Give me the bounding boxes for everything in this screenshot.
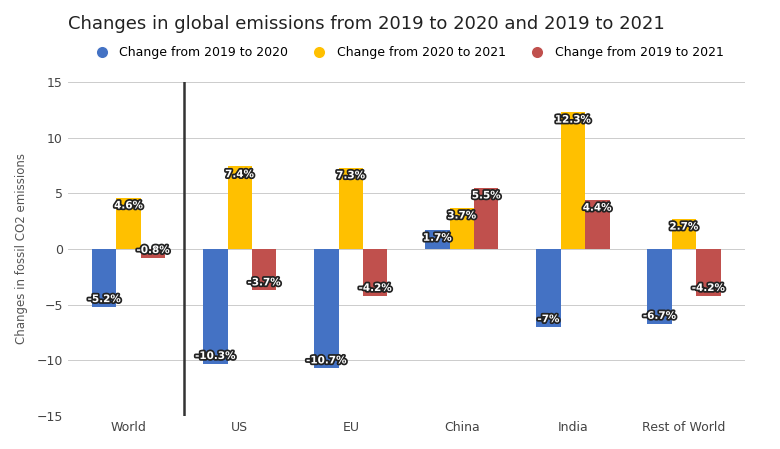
Legend: Change from 2019 to 2020, Change from 2020 to 2021, Change from 2019 to 2021: Change from 2019 to 2020, Change from 20…	[84, 41, 729, 64]
Bar	[474, 188, 498, 249]
Bar	[672, 219, 697, 249]
Text: -7%: -7%	[537, 314, 559, 324]
Bar	[537, 249, 561, 327]
Text: -0.8%: -0.8%	[136, 245, 170, 255]
Y-axis label: Changes in fossil CO2 emissions: Changes in fossil CO2 emissions	[15, 154, 28, 344]
Bar	[647, 249, 672, 324]
Text: Changes in global emissions from 2019 to 2020 and 2019 to 2021: Changes in global emissions from 2019 to…	[68, 15, 665, 33]
Text: 7.3%: 7.3%	[336, 170, 365, 180]
Text: -4.2%: -4.2%	[692, 283, 725, 293]
Bar	[228, 167, 252, 249]
Bar	[363, 249, 388, 296]
Text: 3.7%: 3.7%	[447, 211, 477, 220]
Bar	[203, 249, 228, 364]
Text: -4.2%: -4.2%	[359, 283, 392, 293]
Text: 12.3%: 12.3%	[555, 114, 591, 125]
Bar	[339, 167, 363, 249]
Text: -5.2%: -5.2%	[87, 294, 121, 304]
Bar	[141, 249, 165, 258]
Text: 1.7%: 1.7%	[423, 233, 452, 243]
Bar	[252, 249, 276, 290]
Bar	[425, 230, 449, 249]
Bar	[561, 112, 585, 249]
Text: 4.6%: 4.6%	[114, 200, 144, 211]
Bar	[585, 200, 609, 249]
Text: -10.3%: -10.3%	[195, 351, 236, 361]
Bar	[116, 198, 141, 249]
Bar	[92, 249, 116, 307]
Text: -10.7%: -10.7%	[306, 356, 346, 365]
Text: 4.4%: 4.4%	[583, 202, 612, 213]
Bar	[449, 208, 474, 249]
Bar	[314, 249, 339, 368]
Text: 2.7%: 2.7%	[669, 222, 699, 232]
Text: 5.5%: 5.5%	[472, 190, 501, 200]
Text: -3.7%: -3.7%	[247, 277, 281, 287]
Bar	[697, 249, 721, 296]
Text: 7.4%: 7.4%	[225, 169, 254, 179]
Text: -6.7%: -6.7%	[643, 311, 676, 321]
